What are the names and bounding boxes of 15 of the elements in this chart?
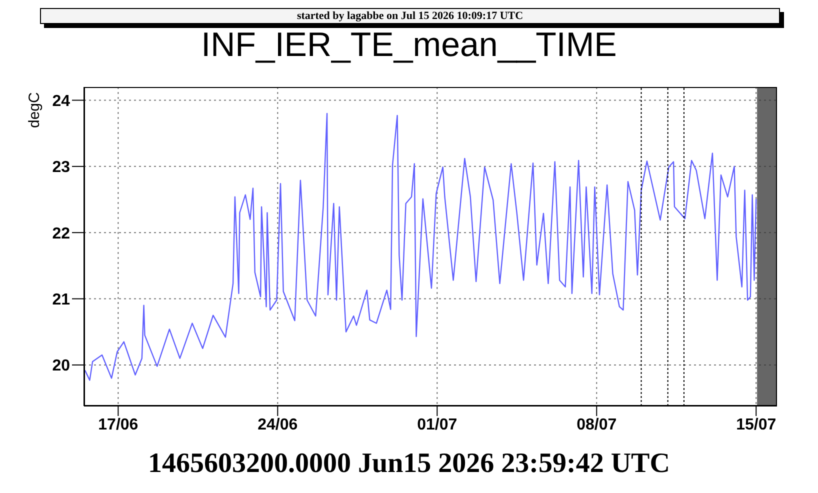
y-tick-label: 24 — [52, 92, 70, 110]
line-series — [84, 112, 757, 381]
x-axis-title: 1465603200.0000 Jun15 2026 23:59:42 UTC — [148, 448, 670, 479]
y-tick-label: 20 — [52, 358, 70, 375]
y-tick-label: 23 — [52, 159, 70, 176]
y-axis-title: degC — [26, 92, 43, 128]
y-tick-label: 22 — [52, 225, 70, 242]
x-tick-label: 24/06 — [258, 416, 298, 434]
x-tick-label: 15/07 — [736, 416, 776, 434]
x-tick-label: 01/07 — [417, 416, 458, 434]
chart-title: INF_IER_TE_mean__TIME — [201, 26, 617, 64]
x-tick-label: 17/06 — [98, 416, 138, 434]
x-tick-label: 08/07 — [576, 416, 617, 434]
text: started by lagabbe on Jul 15 2026 10:09:17 UTC — [296, 10, 524, 22]
y-tick-label: 21 — [52, 291, 70, 308]
